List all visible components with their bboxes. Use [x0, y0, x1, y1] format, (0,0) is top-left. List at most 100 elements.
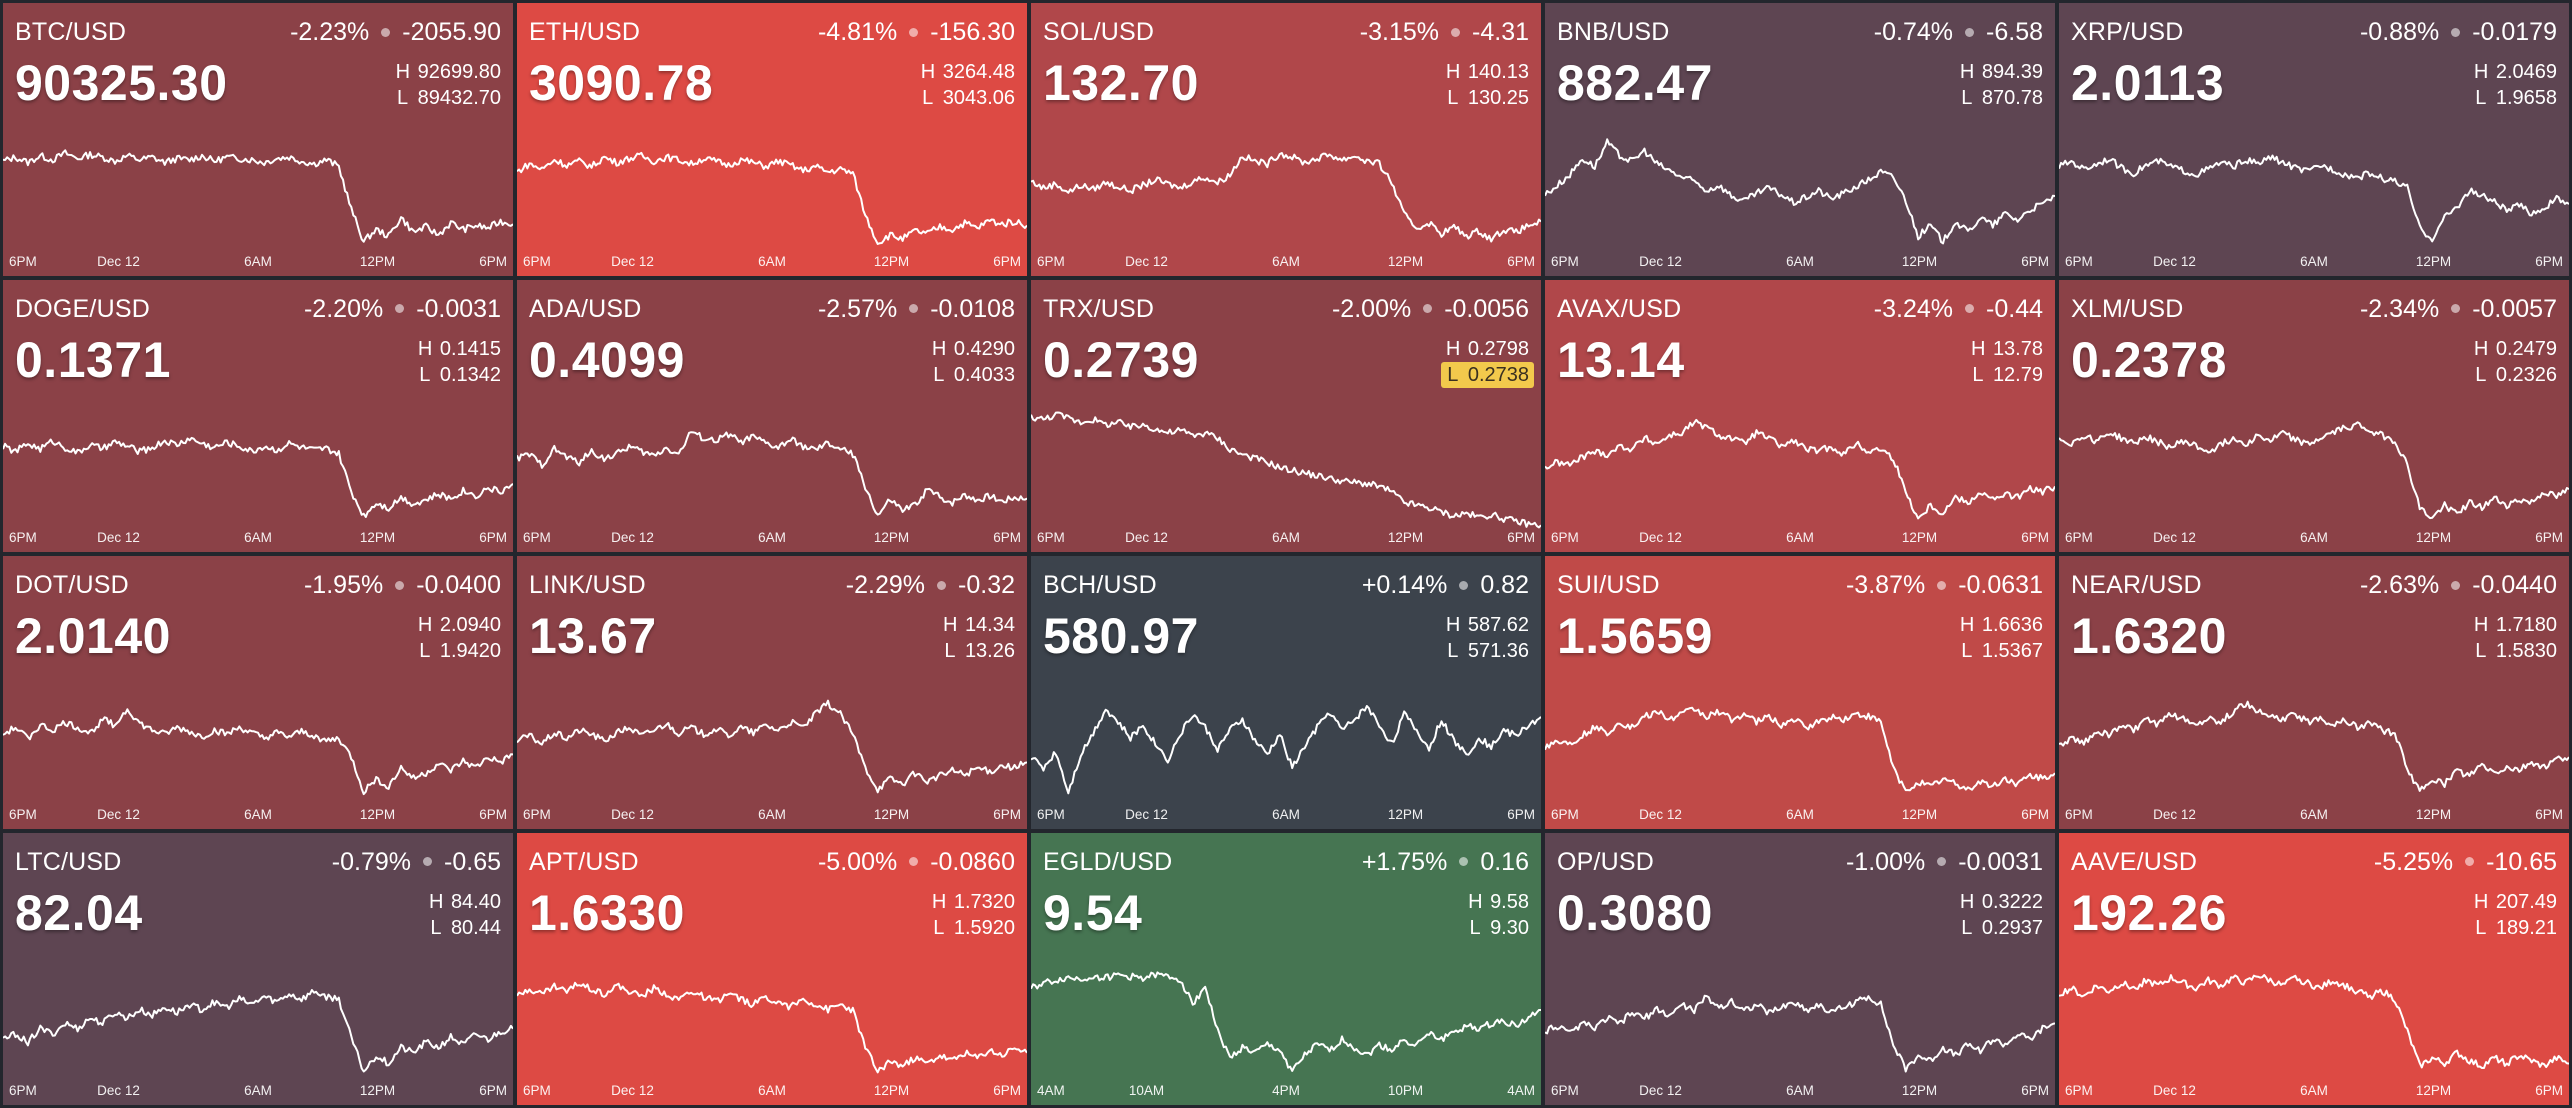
ticker-tile[interactable]: ETH/USD -4.81% -156.30 3090.78 H 3264.48 L 3043…	[517, 3, 1027, 276]
sparkline-path	[3, 709, 513, 794]
ticker-tile[interactable]: AVAX/USD -3.24% -0.44 13.14 H 13.78 L 12.79 6PM D…	[1545, 279, 2055, 552]
last-price: 1.6330	[529, 884, 685, 941]
time-tick: 6PM	[9, 1083, 37, 1098]
change-percent: -2.23%	[290, 18, 370, 46]
ticker-tile[interactable]: XLM/USD -2.34% -0.0057 0.2378 H 0.2479 L 0.2326…	[2059, 279, 2569, 552]
high-row: H 3264.48	[921, 59, 1015, 85]
low-label: L	[944, 640, 956, 662]
ticker-tile[interactable]: TRX/USD -2.00% -0.0056 0.2739 H 0.2798 L 0.2738…	[1031, 279, 1541, 552]
time-tick: Dec 12	[1125, 806, 1168, 822]
low-label: L	[419, 363, 431, 386]
last-price: 1.5659	[1557, 608, 1713, 664]
time-tick: 6AM	[2300, 253, 2328, 269]
ticker-tile[interactable]: OP/USD -1.00% -0.0031 0.3080 H 0.3222 L 0.2937 6…	[1545, 832, 2055, 1105]
high-value: 894.39	[1981, 61, 2043, 83]
low-row: L 0.1342	[418, 362, 501, 388]
pair-label: LTC/USD	[15, 847, 122, 876]
time-tick: 6PM	[2021, 530, 2049, 545]
price-sparkline	[1545, 390, 2055, 540]
sparkline-path	[2059, 422, 2569, 518]
time-tick: 6PM	[2535, 1083, 2563, 1098]
high-label: H	[1445, 614, 1461, 636]
ticker-tile[interactable]: ADA/USD -2.57% -0.0108 0.4099 H 0.4290 L 0.4033…	[517, 279, 1027, 552]
time-tick: Dec 12	[1639, 530, 1682, 545]
separator-dot	[395, 304, 405, 313]
ticker-tile[interactable]: APT/USD -5.00% -0.0860 1.6330 H 1.7320 L 1.5920…	[517, 832, 1027, 1105]
time-tick: 6PM	[1551, 806, 1579, 822]
high-label: H	[428, 890, 444, 913]
ticker-tile[interactable]: SUI/USD -3.87% -0.0631 1.5659 H 1.6636 L 1.5367…	[1545, 556, 2055, 829]
time-tick: 6PM	[479, 253, 507, 269]
last-price: 13.67	[529, 608, 657, 664]
price-sparkline	[517, 390, 1027, 540]
low-row: L 870.78	[1960, 85, 2043, 111]
sparkline-path	[1031, 706, 1541, 793]
pair-label: BTC/USD	[15, 18, 127, 46]
ticker-tile[interactable]: DOT/USD -1.95% -0.0400 2.0140 H 2.0940 L 1.9420…	[3, 556, 513, 829]
price-sparkline	[517, 943, 1027, 1093]
time-tick: 12PM	[873, 1083, 910, 1098]
change-percent: -5.25%	[2373, 847, 2454, 876]
time-tick: 6PM	[2065, 1083, 2093, 1098]
ticker-tile[interactable]: LINK/USD -2.29% -0.32 13.67 H 14.34 L 13.26 6PM D…	[517, 556, 1027, 829]
ticker-tile[interactable]: BTC/USD -2.23% -2055.90 90325.30 H 92699.80 L 8…	[3, 3, 513, 276]
time-tick: Dec 12	[1125, 253, 1168, 269]
last-price: 2.0113	[2071, 55, 2225, 111]
high-low: H 1.7320 L 1.5920	[932, 889, 1015, 941]
time-axis: 6PM Dec 12 6AM 12PM 6PM	[9, 1081, 507, 1101]
high-label: H	[931, 890, 947, 913]
change-percent: -2.20%	[303, 294, 384, 323]
low-label: L	[397, 87, 409, 109]
price-sparkline	[1031, 666, 1541, 816]
high-value: 2.0469	[2495, 61, 2557, 83]
high-low: H 894.39 L 870.78	[1960, 59, 2043, 111]
ticker-tile[interactable]: SOL/USD -3.15% -4.31 132.70 H 140.13 L 130.25 6P…	[1031, 3, 1541, 276]
change-absolute: -10.65	[2486, 847, 2557, 876]
change-percent: -2.57%	[817, 294, 898, 323]
change-absolute: -0.0179	[2472, 18, 2557, 46]
low-label: L	[430, 916, 442, 939]
separator-dot	[1965, 27, 1975, 37]
price-sparkline	[1545, 666, 2055, 816]
ticker-tile[interactable]: LTC/USD -0.79% -0.65 82.04 H 84.40 L 80.44 6PM De…	[3, 832, 513, 1105]
time-tick: 6AM	[1786, 253, 1814, 269]
high-row: H 9.58	[1468, 889, 1529, 915]
ticker-tile[interactable]: AAVE/USD -5.25% -10.65 192.26 H 207.49 L 189.21…	[2059, 832, 2569, 1105]
change-absolute: -0.0031	[416, 294, 501, 323]
time-axis: 6PM Dec 12 6AM 12PM 6PM	[9, 252, 507, 272]
price-sparkline	[1545, 113, 2055, 263]
time-tick: 6PM	[993, 1083, 1021, 1098]
low-value: 571.36	[1467, 640, 1529, 662]
separator-dot	[937, 580, 947, 590]
separator-dot	[1423, 304, 1433, 313]
separator-dot	[395, 580, 405, 590]
change-group: -2.34% -0.0057	[2360, 294, 2557, 324]
change-absolute: -0.0860	[930, 847, 1015, 876]
separator-dot	[1937, 857, 1947, 866]
high-low: H 13.78 L 12.79	[1971, 336, 2043, 388]
change-group: -3.15% -4.31	[1360, 17, 1529, 47]
ticker-tile[interactable]: XRP/USD -0.88% -0.0179 2.0113 H 2.0469 L 1.9658…	[2059, 3, 2569, 276]
time-tick: 6PM	[1037, 806, 1065, 822]
low-row: L 80.44	[429, 915, 501, 941]
separator-dot	[2451, 27, 2461, 37]
change-percent: -0.88%	[2359, 18, 2440, 46]
change-percent: -0.79%	[331, 847, 412, 876]
low-row: L 1.5367	[1960, 638, 2043, 664]
price-sparkline	[3, 113, 513, 263]
change-percent: -2.63%	[2359, 571, 2440, 599]
low-value: 189.21	[2495, 916, 2557, 939]
ticker-tile[interactable]: DOGE/USD -2.20% -0.0031 0.1371 H 0.1415 L 0.134…	[3, 279, 513, 552]
ticker-tile[interactable]: BCH/USD +0.14% 0.82 580.97 H 587.62 L 571.36 6PM…	[1031, 556, 1541, 829]
last-price: 2.0140	[15, 608, 171, 664]
high-label: H	[417, 337, 433, 360]
time-tick: 6PM	[2535, 806, 2563, 822]
low-label: L	[419, 640, 431, 662]
change-percent: -3.15%	[1359, 18, 1440, 46]
time-tick: 6PM	[479, 1083, 507, 1098]
ticker-tile[interactable]: NEAR/USD -2.63% -0.0440 1.6320 H 1.7180 L 1.583…	[2059, 556, 2569, 829]
ticker-tile[interactable]: EGLD/USD +1.75% 0.16 9.54 H 9.58 L 9.30 4AM 10AM 4…	[1031, 832, 1541, 1105]
last-price: 882.47	[1557, 55, 1713, 111]
last-price: 0.1371	[15, 331, 171, 388]
ticker-tile[interactable]: BNB/USD -0.74% -6.58 882.47 H 894.39 L 870.78 6P…	[1545, 3, 2055, 276]
